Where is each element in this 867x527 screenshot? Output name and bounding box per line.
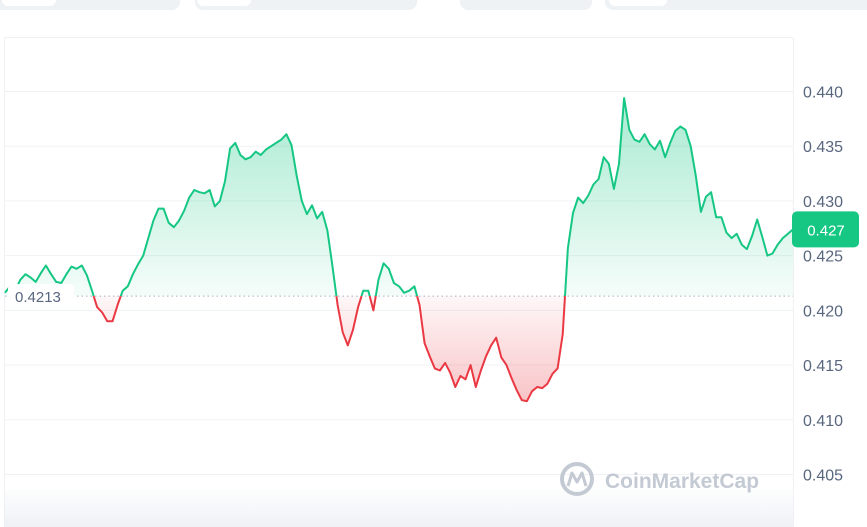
y-tick-label: 0.410 bbox=[803, 413, 843, 430]
y-tick-label: 0.440 bbox=[803, 85, 843, 102]
coinmarketcap-logo-icon bbox=[560, 462, 594, 496]
y-tick-label: 0.430 bbox=[803, 194, 843, 211]
tab-pill-4-active bbox=[609, 0, 667, 6]
y-axis: 0.440 0.435 0.430 0.425 0.420 0.415 0.410 0.405 bbox=[803, 85, 843, 485]
tab-pill-2-active bbox=[197, 0, 251, 6]
price-line-up bbox=[4, 97, 794, 297]
baseline-label: 0.4213 bbox=[8, 284, 74, 309]
tab-pill-1[interactable] bbox=[0, 0, 180, 10]
y-tick-label: 0.405 bbox=[803, 468, 843, 485]
current-price-badge-text: 0.427 bbox=[807, 222, 845, 239]
tab-pill-3[interactable] bbox=[460, 0, 592, 10]
coinmarketcap-logo-mark bbox=[566, 471, 588, 487]
range-navigator[interactable] bbox=[5, 490, 793, 527]
current-price-badge: 0.427 bbox=[792, 211, 859, 248]
coinmarketcap-watermark: CoinMarketCap bbox=[560, 462, 759, 496]
y-tick-label: 0.425 bbox=[803, 249, 843, 266]
y-tick-label: 0.420 bbox=[803, 303, 843, 320]
area-below-baseline bbox=[93, 296, 566, 402]
tab-pill-2[interactable] bbox=[195, 0, 417, 10]
tab-pill-4[interactable] bbox=[605, 0, 867, 10]
baseline-label-box bbox=[8, 284, 74, 309]
y-tick-label: 0.435 bbox=[803, 139, 843, 156]
y-tick-label: 0.415 bbox=[803, 358, 843, 375]
watermark-text: CoinMarketCap bbox=[605, 470, 759, 493]
current-price-badge-box bbox=[792, 211, 859, 248]
y-gridlines bbox=[5, 91, 793, 475]
area-above-baseline bbox=[5, 98, 793, 297]
tab-pill-1-active bbox=[2, 0, 56, 6]
baseline-label-text: 0.4213 bbox=[15, 289, 61, 306]
